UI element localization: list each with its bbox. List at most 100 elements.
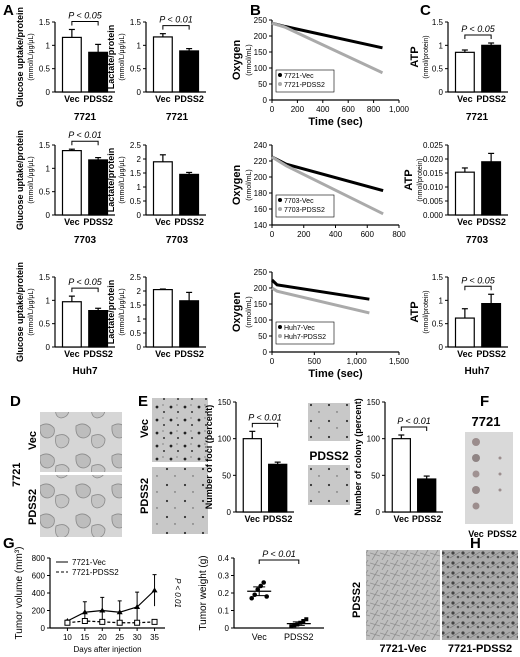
data-point — [99, 618, 106, 625]
y-tick-label: 2 — [137, 155, 142, 164]
x-tick-label: Vec — [245, 514, 261, 524]
x-tick-label: PDSS2 — [476, 217, 506, 227]
significance-bracket — [464, 285, 492, 291]
panel-label-g: G — [3, 535, 15, 552]
line-chart-G1: 0 200 400 600 800 10 15 20 25 30 35 7721-Vec7721-PD… — [14, 547, 182, 654]
significance-label: P < 0.01 — [159, 15, 192, 25]
y-tick-label: 0 — [137, 88, 142, 97]
x-tick-label: 10 — [63, 633, 72, 642]
y-tick-label: 1.5 — [39, 141, 51, 150]
line-chart-B1: 0 50 100 150 200 250 0 200 400 600 800 1,000 7721-Ve… — [231, 16, 410, 128]
y-axis-label: Number of colony (percent) — [353, 398, 363, 516]
y-tick-label: 0.2 — [218, 589, 230, 598]
x-tick-label: 400 — [316, 105, 330, 114]
bar-vec — [152, 36, 173, 93]
y-tick-label: 1.5 — [130, 169, 142, 178]
bar-pdss2 — [481, 303, 502, 348]
significance-bracket — [464, 34, 492, 39]
bar-chart-A6: 0 0.5 1 1.5 2 2.5 Vec PDSS2 Lactate/protein (mmol… — [106, 273, 206, 359]
y-tick-label: 0.000 — [423, 211, 444, 220]
significance-bracket — [71, 20, 99, 26]
x-tick-label: 600 — [342, 105, 356, 114]
legend-box — [275, 69, 335, 93]
x-tick-label: Vec — [155, 94, 171, 104]
x-tick-label: 0 — [270, 230, 275, 239]
legend-label: 7703-PDSS2 — [284, 207, 325, 214]
bar-pdss2 — [481, 44, 502, 93]
y-axis-label: ATP — [409, 301, 421, 322]
tumor-photo — [465, 432, 513, 524]
y-axis-unit: (nmol/mL) — [246, 44, 253, 76]
y-tick-label: 0 — [225, 624, 230, 633]
y-tick-label: 1.5 — [39, 18, 51, 27]
y-tick-label: 0.010 — [423, 183, 444, 192]
x-axis-label: Days after injection — [73, 645, 141, 654]
y-axis-unit: (nmol/protein) — [417, 158, 424, 201]
y-tick-label: 0 — [46, 343, 51, 352]
y-axis-label: Glucose uptake/protein — [15, 130, 25, 230]
x-tick-label: 400 — [329, 230, 343, 239]
legend-box — [275, 321, 335, 345]
bar-vec — [242, 438, 262, 513]
legend-label: Huh7-PDSS2 — [284, 334, 326, 341]
bar-vec — [61, 301, 82, 348]
colony-image-vec — [308, 403, 350, 441]
significance-label: P < 0.01 — [173, 578, 182, 608]
series-line-1 — [271, 286, 370, 315]
y-tick-label: 0.005 — [423, 197, 444, 206]
cell-line-label: Huh7 — [465, 366, 490, 377]
y-axis-label: Oxygen — [231, 40, 243, 81]
legend-marker — [278, 334, 282, 338]
scatter-chart-G2: 0 0.1 0.2 0.3 0.4 Vec PDSS2 P < 0.01 Tumor weigh… — [198, 549, 324, 642]
y-tick-label: 0.5 — [130, 65, 142, 74]
legend-marker — [278, 82, 282, 86]
x-tick-label: Vec — [155, 217, 171, 227]
cell-line-label: 7703 — [166, 235, 189, 246]
bar-chart-A3: 0 0.5 1 1.5 Vec PDSS2 Glucose uptake/protein (m… — [15, 130, 115, 230]
x-tick-label: Vec — [64, 217, 80, 227]
significance-bracket — [258, 559, 300, 564]
legend-label: 7721-PDSS2 — [284, 82, 325, 89]
y-tick-label: 1 — [46, 296, 51, 305]
data-point — [301, 619, 306, 623]
series-line-0 — [270, 278, 370, 301]
bar-pdss2 — [88, 159, 109, 216]
series-line-0 — [67, 589, 155, 622]
y-tick-label: 0 — [439, 88, 444, 97]
y-tick-label: 0 — [41, 624, 46, 633]
y-tick-label: 0.5 — [130, 329, 142, 338]
x-tick-label: PDSS2 — [263, 514, 293, 524]
y-tick-label: 0.5 — [39, 320, 51, 329]
panel-label-d: D — [10, 393, 21, 410]
y-tick-label: 50 — [258, 80, 267, 89]
y-tick-label: 0 — [227, 508, 232, 517]
row-label-pdss2: PDSS2 — [139, 478, 151, 514]
significance-label: P < 0.05 — [461, 275, 495, 285]
y-tick-label: 0.4 — [218, 554, 230, 563]
x-tick-label: Vec — [457, 349, 473, 359]
legend-box — [275, 194, 335, 218]
x-tick-label: 20 — [98, 633, 107, 642]
x-tick-label: 0 — [270, 105, 275, 114]
y-tick-label: 600 — [32, 572, 46, 581]
y-axis-label: Glucose uptake/protein — [15, 262, 25, 362]
x-tick-label: PDSS2 — [476, 94, 506, 104]
cell-line-labels: 7721 7721 7703 7703 Huh7 7721 7703 Huh7 — [73, 112, 490, 377]
x-tick-label: Vec — [64, 349, 80, 359]
series-line-1 — [67, 620, 155, 624]
y-axis-label: Number of foci (percent) — [204, 405, 214, 510]
y-tick-label: 0.015 — [423, 169, 444, 178]
legend-label: 7721-PDSS2 — [72, 568, 119, 577]
data-point — [261, 580, 267, 585]
y-tick-label: 200 — [254, 32, 268, 41]
row-label-vec: Vec — [27, 431, 39, 450]
panel-label-e: E — [138, 393, 148, 410]
data-point — [134, 604, 141, 609]
data-point — [99, 607, 106, 613]
y-tick-label: 0.5 — [39, 188, 51, 197]
y-axis-label: Oxygen — [231, 165, 243, 206]
bar-vec — [152, 289, 173, 348]
x-tick-label: 600 — [361, 230, 375, 239]
data-point — [295, 622, 300, 627]
data-point — [81, 618, 88, 624]
